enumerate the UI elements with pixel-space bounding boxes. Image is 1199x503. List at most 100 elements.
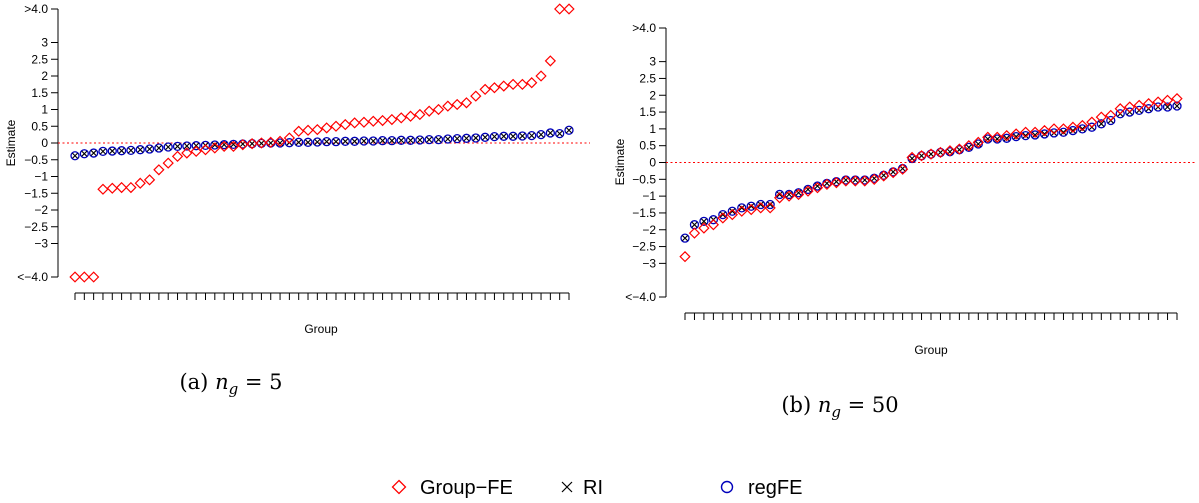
y-tick-label: 1 [649, 122, 656, 136]
point-diamond-47 [1124, 101, 1136, 113]
point-diamond-14 [199, 144, 212, 156]
point-circle-37 [1030, 130, 1040, 140]
point-x-46 [500, 133, 507, 140]
point-diamond-39 [1048, 123, 1060, 135]
point-diamond-16 [830, 177, 843, 189]
point-diamond-8 [143, 174, 156, 186]
point-x-25 [918, 152, 925, 159]
point-diamond-11 [783, 190, 795, 202]
point-circle-36 [405, 135, 416, 145]
point-x-2 [700, 218, 707, 225]
point-diamond-45 [488, 82, 501, 94]
point-x-49 [528, 132, 535, 139]
point-circle-4 [107, 146, 117, 156]
y-tick-label: <−4.0 [17, 270, 48, 284]
point-circle-9 [765, 199, 775, 210]
point-x-29 [342, 138, 349, 145]
point-diamond-53 [563, 3, 575, 15]
y-tick-label: >4.0 [24, 2, 48, 16]
point-x-32 [370, 138, 377, 144]
point-circle-7 [135, 145, 145, 155]
point-circle-51 [1162, 102, 1173, 112]
point-diamond-19 [859, 175, 871, 187]
point-x-42 [1079, 125, 1086, 132]
point-diamond-43 [470, 90, 482, 102]
caption-var: n [818, 393, 832, 417]
point-x-8 [757, 201, 764, 208]
point-circle-13 [191, 141, 201, 151]
point-diamond-17 [840, 175, 852, 187]
point-x-48 [519, 132, 526, 139]
point-circle-27 [322, 137, 332, 147]
point-circle-33 [377, 136, 388, 146]
point-circle-28 [331, 137, 341, 147]
y-tick-label: 0 [41, 136, 48, 150]
point-diamond-18 [237, 139, 249, 151]
y-tick-label: −1 [642, 189, 656, 203]
y-tick-label: 1.5 [31, 86, 48, 100]
point-diamond-34 [386, 113, 398, 126]
point-diamond-43 [1086, 116, 1098, 128]
point-x-42 [463, 135, 470, 142]
panel-b: <−4.0 −3 −2.5 −2 −1.5 −1 −0.5 0 0.5 1 1.5 2 2.5 3 >4.0… [613, 21, 1197, 421]
point-diamond-12 [181, 147, 193, 159]
point-diamond-47 [507, 78, 519, 91]
point-diamond-45 [1105, 109, 1117, 122]
point-diamond-16 [218, 140, 230, 152]
point-circle-1 [79, 149, 89, 159]
point-diamond-32 [367, 115, 379, 127]
point-circle-3 [98, 146, 108, 157]
point-circle-6 [126, 145, 136, 156]
y-tick-label: −3 [34, 237, 48, 251]
y-tick-label: −3 [642, 256, 656, 270]
x-axis-label: Group [304, 322, 338, 336]
point-x-9 [155, 145, 162, 152]
point-diamond-20 [868, 173, 880, 185]
y-axis-label: Estimate [4, 119, 18, 166]
point-diamond-11 [171, 150, 184, 163]
panel-caption: (b) ng = 50 [781, 393, 898, 421]
point-x-9 [767, 201, 774, 208]
point-diamond-6 [736, 205, 748, 217]
y-axis-label: Estimate [613, 138, 627, 185]
point-diamond-28 [330, 120, 342, 132]
point-x-40 [444, 135, 451, 142]
point-x-51 [547, 129, 554, 136]
point-diamond-36 [404, 110, 417, 122]
y-tick-label: −2 [642, 223, 656, 237]
point-circle-0 [70, 151, 80, 161]
y-tick-label: 2 [41, 69, 48, 83]
point-circle-6 [737, 203, 747, 213]
point-diamond-1 [78, 271, 90, 283]
point-diamond-37 [1029, 126, 1041, 138]
point-circle-17 [228, 139, 239, 149]
point-x-26 [928, 151, 934, 158]
point-diamond-0 [69, 271, 81, 283]
point-diamond-7 [745, 203, 757, 216]
point-circle-36 [1020, 130, 1031, 141]
point-circle-42 [461, 133, 472, 143]
legend-diamond-icon [391, 479, 407, 495]
point-x-15 [211, 142, 218, 148]
point-x-37 [1032, 131, 1039, 138]
point-diamond-35 [395, 112, 407, 124]
point-circle-38 [1039, 129, 1050, 139]
point-circle-31 [973, 139, 983, 149]
y-tick-label: 0 [649, 156, 656, 170]
point-circle-48 [1134, 105, 1144, 116]
point-x-38 [1041, 130, 1048, 137]
point-circle-33 [992, 134, 1002, 144]
point-x-45 [491, 133, 498, 140]
point-x-41 [454, 135, 461, 142]
point-diamond-37 [414, 108, 426, 121]
point-diamond-44 [1095, 111, 1107, 123]
point-x-5 [729, 208, 736, 215]
point-circle-52 [1172, 101, 1182, 111]
point-x-0 [682, 235, 688, 242]
point-circle-14 [200, 140, 211, 150]
point-x-3 [99, 148, 106, 155]
point-diamond-26 [311, 123, 323, 136]
point-x-34 [388, 137, 395, 144]
point-circle-39 [433, 134, 444, 145]
point-diamond-42 [460, 97, 473, 109]
